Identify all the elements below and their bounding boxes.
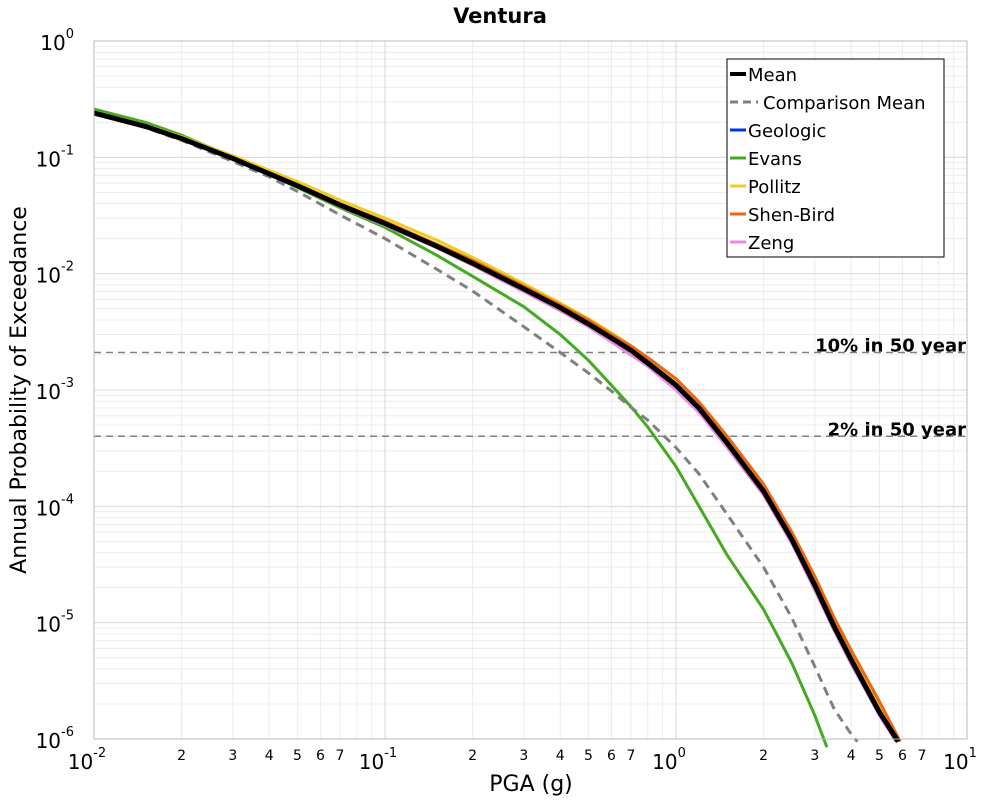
x-minor-tick-label: 5 <box>875 748 884 764</box>
x-minor-tick-label: 4 <box>265 748 274 764</box>
legend-label: Mean <box>748 65 797 86</box>
x-tick-label: 10-1 <box>359 746 397 774</box>
x-minor-tick-label: 4 <box>556 748 565 764</box>
reference-labels: 10% in 50 year 2% in 50 year <box>815 336 966 441</box>
legend-label: Comparison Mean <box>763 93 926 114</box>
x-minor-tick-label: 2 <box>177 748 186 764</box>
y-tick-label: 10-4 <box>36 492 74 520</box>
x-minor-tick-label: 3 <box>228 748 237 764</box>
x-minor-tick-label: 7 <box>335 748 344 764</box>
legend-box <box>726 58 945 258</box>
y-tick-label: 10-2 <box>36 260 74 288</box>
reference-line-label: 2% in 50 year <box>828 419 966 440</box>
chart-title: Ventura <box>453 4 547 28</box>
x-tick-label: 10-2 <box>68 746 106 774</box>
x-minor-tick-label: 5 <box>584 748 593 764</box>
legend-label: Evans <box>748 149 802 170</box>
y-axis-label: Annual Probability of Exceedance <box>7 206 32 574</box>
x-minor-tick-label: 7 <box>917 748 926 764</box>
x-minor-tick-label: 6 <box>316 748 325 764</box>
y-tick-label: 10-1 <box>36 143 74 171</box>
legend-label: Shen-Bird <box>748 205 835 226</box>
reference-lines <box>94 351 967 438</box>
legend-label: Geologic <box>748 121 826 142</box>
legend-label: Pollitz <box>748 177 801 198</box>
x-tick-label: 100 <box>652 746 686 774</box>
series-line-mean <box>93 110 901 743</box>
legend: Mean Comparison Mean Geologic Evans Pollitz S… <box>726 58 945 258</box>
x-minor-tick-label: 5 <box>293 748 302 764</box>
x-minor-tick-label: 4 <box>847 748 856 764</box>
y-tick-label: 10-3 <box>36 376 74 404</box>
plot-frame <box>93 40 968 740</box>
y-tick-label: 10-5 <box>36 609 74 637</box>
x-minor-tick-label: 3 <box>519 748 528 764</box>
x-minor-tick-label: 2 <box>468 748 477 764</box>
x-minor-tick-label: 7 <box>626 748 635 764</box>
legend-label: Zeng <box>748 233 794 254</box>
series-lines <box>93 107 902 748</box>
x-minor-tick-label: 6 <box>607 748 616 764</box>
x-minor-tick-label: 3 <box>810 748 819 764</box>
x-minor-tick-label: 2 <box>759 748 768 764</box>
series-line-comparison-mean <box>93 111 859 743</box>
x-axis-label: PGA (g) <box>489 772 573 797</box>
x-minor-tick-label: 6 <box>898 748 907 764</box>
x-tick-label: 101 <box>943 746 977 774</box>
reference-line-label: 10% in 50 year <box>815 336 966 357</box>
y-tick-label: 10-6 <box>36 725 74 753</box>
y-tick-label: 100 <box>40 27 74 55</box>
